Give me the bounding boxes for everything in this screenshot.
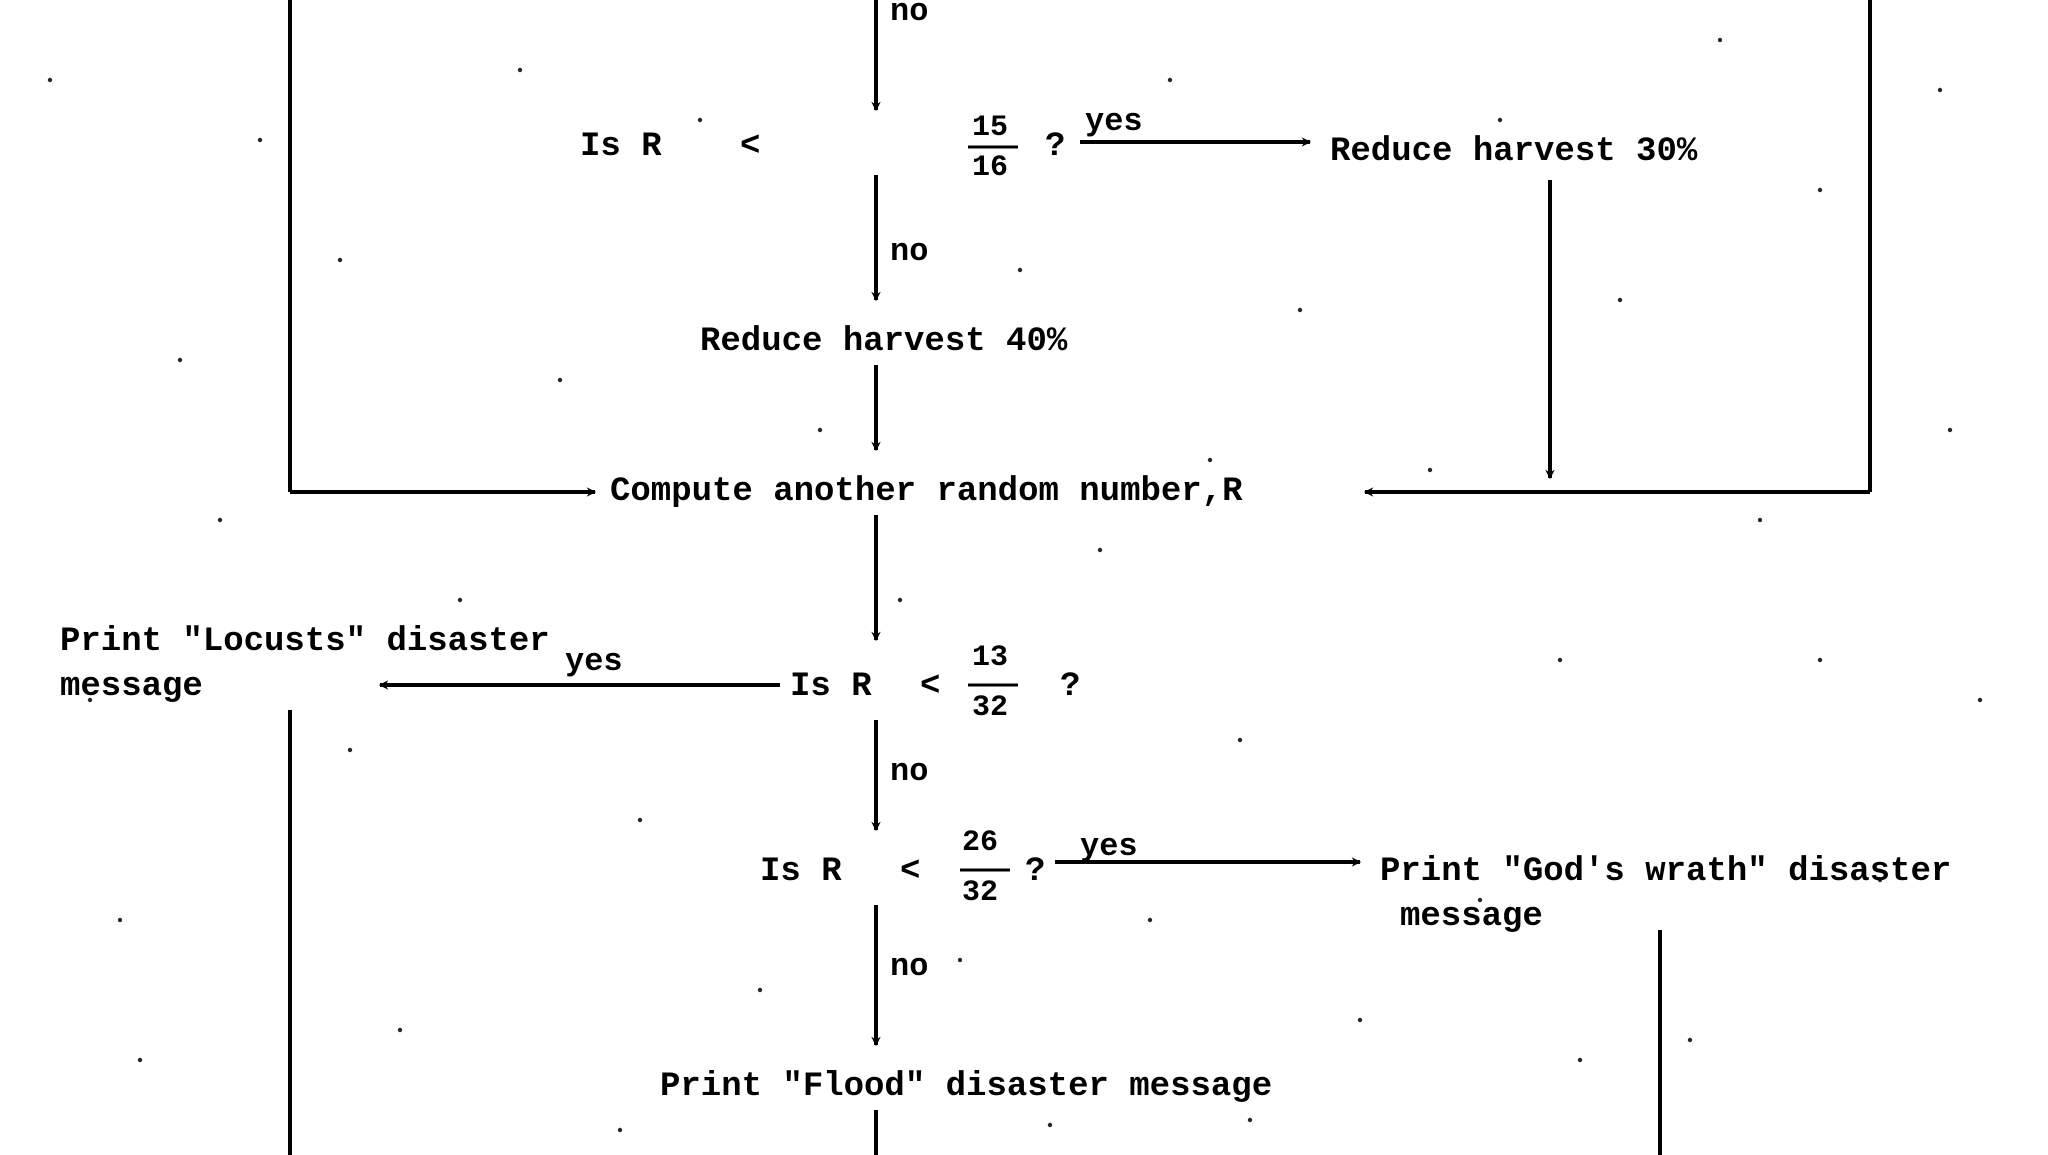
node-layer: Is R <15 16? Reduce harvest 30% Reduce harve…	[60, 111, 1951, 1106]
flow-node-q2_num: 13	[972, 641, 1008, 675]
edge-label: no	[890, 753, 928, 790]
flow-node-locusts_l2: message	[60, 668, 203, 706]
flow-node-wrath_l1: Print "God's wrath" disaster	[1380, 853, 1951, 891]
flow-node-q1_num: 15	[972, 111, 1008, 145]
flow-node-q3_den: 32	[962, 876, 998, 910]
flow-node-q2_den: 32	[972, 691, 1008, 725]
flow-node-q3_num: 26	[962, 826, 998, 860]
flow-node-q3_q: ?	[1025, 853, 1045, 891]
flow-node-q1_is: Is R	[580, 128, 662, 166]
flow-node-q2_is: Is R	[790, 668, 872, 706]
edge-label: yes	[565, 643, 623, 680]
flow-node-q2_q: ?	[1060, 668, 1080, 706]
flow-node-wrath_l2: message	[1400, 898, 1543, 936]
edge-layer: no yes no yes no yes no	[290, 0, 1870, 1155]
flow-node-q1_lt: <	[740, 128, 760, 166]
flow-node-q2_lt: <	[920, 668, 940, 706]
edge-label: yes	[1085, 103, 1143, 140]
flow-node-q3_lt: <	[900, 853, 920, 891]
flow-node-q1_q: ?	[1045, 128, 1065, 166]
flow-node-q1_den: 16	[972, 151, 1008, 185]
flow-node-flood: Print "Flood" disaster message	[660, 1068, 1272, 1106]
flow-node-locusts_l1: Print "Locusts" disaster	[60, 623, 550, 661]
flow-node-reduce30: Reduce harvest 30%	[1330, 133, 1698, 171]
flowchart-canvas: no yes no yes no yes no Is R <15 16? Reduce harve…	[0, 0, 2048, 1155]
edge-label: no	[890, 233, 928, 270]
speckle-layer	[48, 38, 1982, 1132]
flow-node-reduce40: Reduce harvest 40%	[700, 323, 1068, 361]
edge-label: no	[890, 948, 928, 985]
flow-node-compute: Compute another random number,R	[610, 473, 1243, 511]
edge-label: yes	[1080, 828, 1138, 865]
flow-node-q3_is: Is R	[760, 853, 842, 891]
edge-label: no	[890, 0, 928, 30]
